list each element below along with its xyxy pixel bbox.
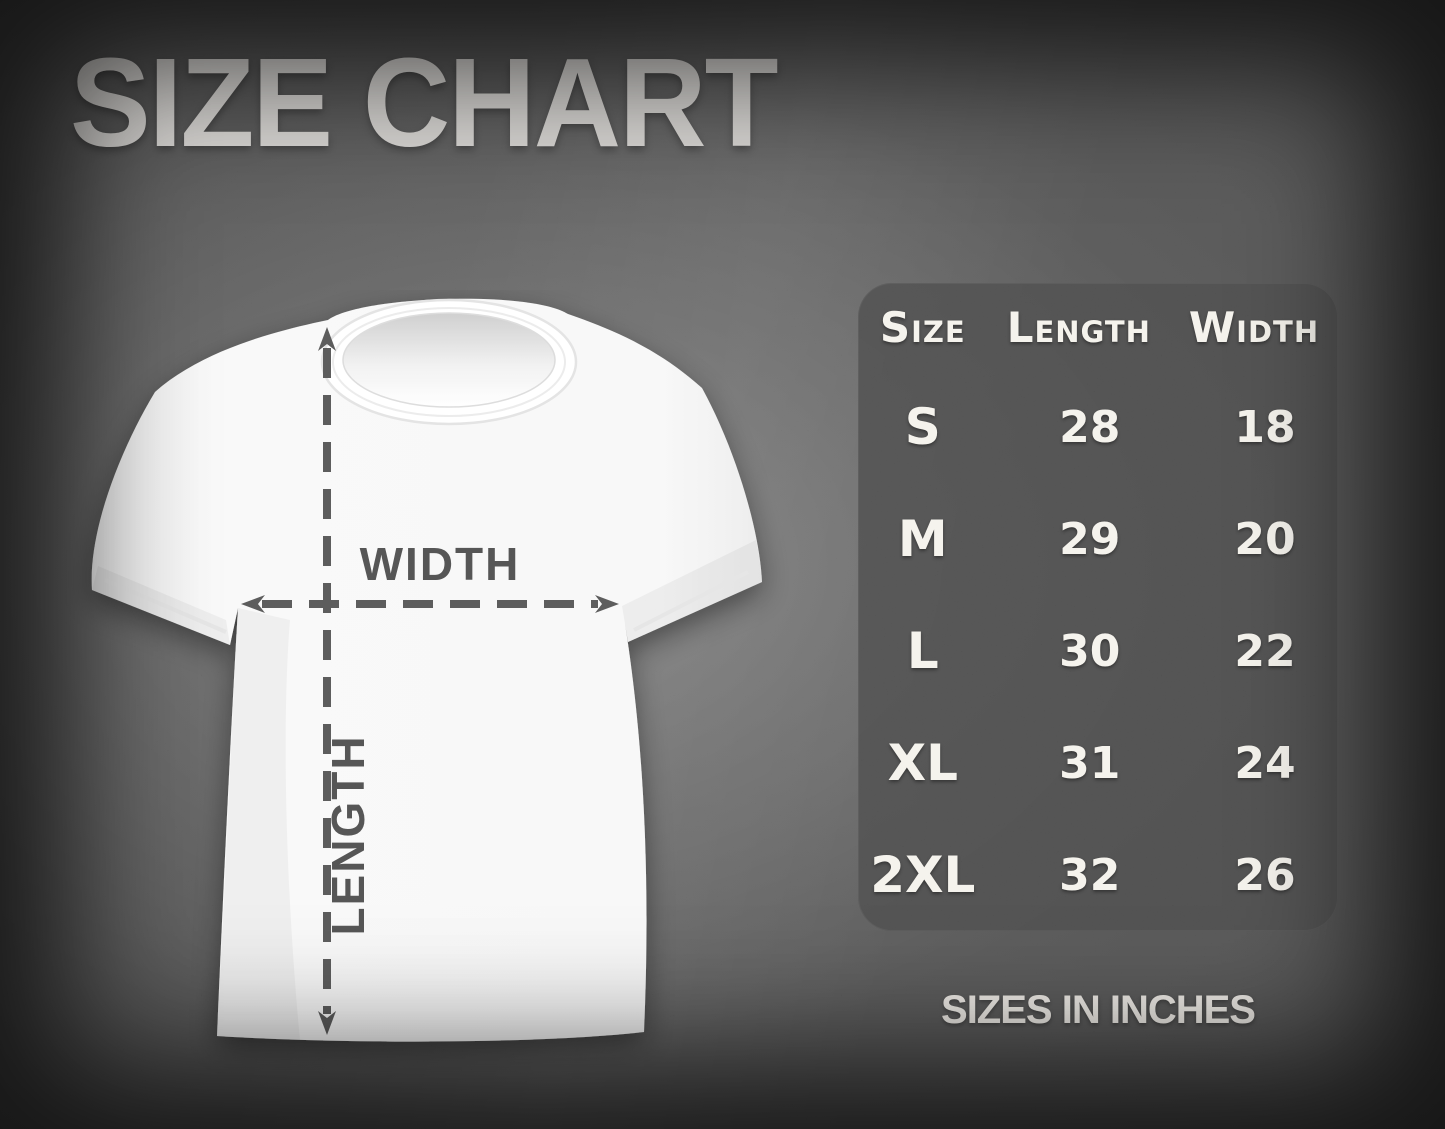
- size-value: S: [904, 398, 941, 456]
- width-value: 26: [1234, 849, 1296, 901]
- table-row: 2XL 32 26: [858, 819, 1338, 931]
- width-value: 20: [1234, 513, 1296, 565]
- length-value: 31: [1059, 737, 1121, 789]
- tshirt-graphic: [91, 298, 763, 1042]
- size-value: M: [897, 510, 948, 568]
- width-value: 24: [1234, 737, 1296, 789]
- length-value: 29: [1059, 513, 1121, 565]
- size-table-panel: Size Length Width S 28 18 M 29 20 L 30 2…: [858, 283, 1338, 931]
- page-title: SIZE CHART: [70, 32, 778, 173]
- size-value: XL: [887, 734, 958, 792]
- table-row: M 29 20: [858, 483, 1338, 595]
- table-header-row: Size Length Width: [858, 283, 1338, 371]
- table-row: XL 31 24: [858, 707, 1338, 819]
- width-value: 22: [1234, 625, 1296, 677]
- length-label: LENGTH: [322, 734, 374, 935]
- size-value: 2XL: [870, 846, 976, 904]
- width-label: WIDTH: [360, 538, 521, 590]
- length-value: 30: [1059, 625, 1121, 677]
- length-value: 28: [1059, 401, 1121, 453]
- column-header-size: Size: [879, 302, 966, 352]
- column-header-width: Width: [1188, 302, 1320, 352]
- tshirt-diagram-svg: WIDTH LENGTH: [91, 298, 763, 1042]
- table-row: S 28 18: [858, 371, 1338, 483]
- size-value: L: [906, 622, 939, 680]
- length-value: 32: [1059, 849, 1121, 901]
- column-header-length: Length: [1006, 302, 1151, 352]
- tshirt-diagram: WIDTH LENGTH: [60, 290, 790, 1080]
- units-note: SIZES IN INCHES: [941, 988, 1256, 1032]
- width-value: 18: [1234, 401, 1296, 453]
- table-row: L 30 22: [858, 595, 1338, 707]
